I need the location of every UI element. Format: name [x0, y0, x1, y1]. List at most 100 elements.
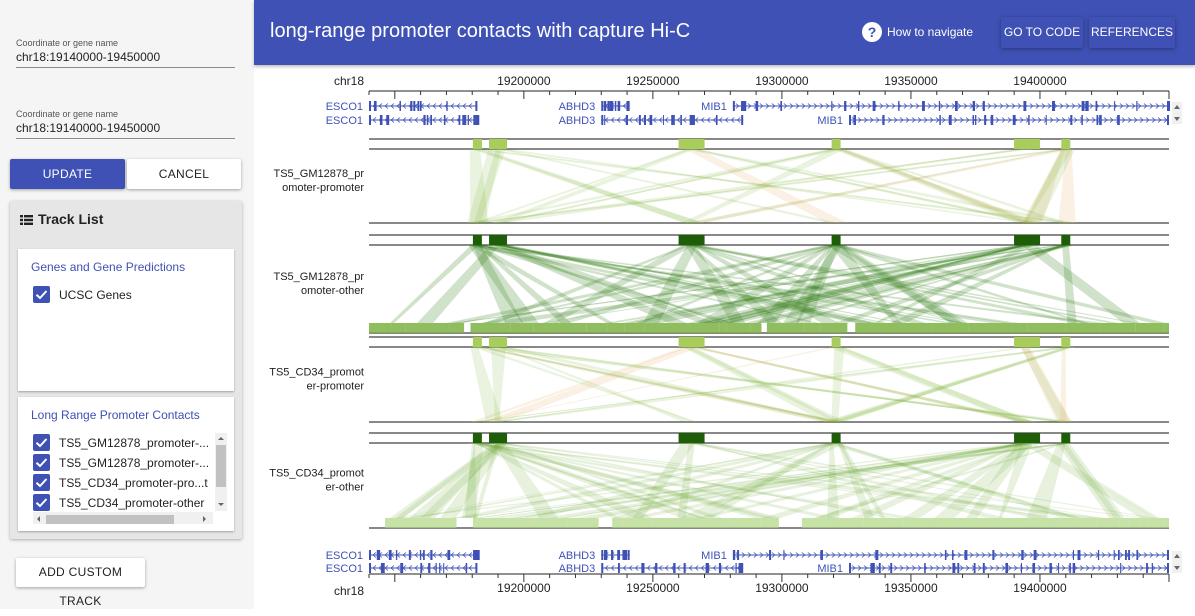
- contact-link: [835, 149, 1042, 223]
- gene-strand-arrow: [1001, 565, 1006, 571]
- contact-link: [467, 149, 1077, 223]
- contact-link: [784, 245, 1070, 323]
- gene-exon: [1095, 101, 1098, 111]
- coordinate-search-input[interactable]: [16, 48, 235, 67]
- contact-link: [687, 443, 1051, 518]
- scrollbar-track: [1172, 102, 1182, 124]
- other-anchor: [890, 518, 904, 528]
- genome-browser[interactable]: chr18 19200000 19250000 19300000 19350000 194…: [254, 65, 1195, 609]
- top-gene-track: ESCO1 ABHD3 MIB1 ESCO1 ABHD3 MIB1: [326, 101, 1171, 127]
- gene-strand-arrow: [929, 565, 934, 571]
- contact-link: [473, 443, 654, 518]
- gene-strand-arrow: [1005, 103, 1010, 109]
- help-icon[interactable]: ?: [861, 21, 883, 43]
- gene-exon: [475, 101, 478, 111]
- gene-exon: [400, 563, 404, 573]
- checkbox-checked-icon[interactable]: [33, 286, 50, 303]
- axis-tick-label: 19400000: [1013, 74, 1067, 88]
- contact-link: [409, 443, 508, 518]
- cancel-button[interactable]: CANCEL: [127, 159, 241, 189]
- track-toggle-cd34-po[interactable]: TS5_CD34_promoter-other: [33, 493, 213, 513]
- coordinate-search-field[interactable]: Coordinate or gene name: [16, 38, 235, 68]
- gene-strand-arrow: [438, 117, 443, 123]
- gene-strand-arrow: [909, 103, 914, 109]
- gene-exon: [476, 115, 480, 125]
- go-to-code-button[interactable]: GO TO CODE: [1001, 17, 1083, 48]
- gene-strand-arrow: [939, 103, 944, 109]
- other-anchor: [1045, 323, 1066, 333]
- track-toggle-cd34-pp[interactable]: TS5_CD34_promoter-pro...t: [33, 473, 213, 493]
- contact-link: [829, 245, 902, 323]
- contact-link: [642, 245, 698, 323]
- gene-strand-arrow: [1131, 552, 1136, 558]
- genes-group-title: Genes and Gene Predictions: [31, 260, 186, 274]
- checkbox-checked-icon[interactable]: [33, 454, 50, 471]
- gene-strand-arrow: [1077, 103, 1082, 109]
- axis-tick-label: 19200000: [497, 581, 551, 595]
- other-anchor: [903, 518, 932, 528]
- gene-strand-arrow: [855, 552, 860, 558]
- track-toggle-label: TS5_CD34_promoter-pro...t: [59, 476, 208, 490]
- gene-strand-arrow: [1047, 552, 1052, 558]
- coordinate-search-input-2[interactable]: [16, 119, 235, 138]
- contact-link: [475, 443, 839, 518]
- gene-strand-arrow: [1047, 103, 1052, 109]
- contact-link: [690, 245, 1090, 323]
- how-to-navigate-link[interactable]: How to navigate: [887, 25, 974, 39]
- contact-link: [816, 443, 1030, 518]
- gene-strand-arrow: [929, 117, 934, 123]
- vertical-scrollbar[interactable]: [215, 433, 227, 511]
- contact-link: [472, 245, 524, 323]
- track-toggle-gm12878-pp[interactable]: TS5_GM12878_promoter-...: [33, 433, 213, 453]
- gene-strand-arrow: [730, 117, 735, 123]
- contact-link: [687, 245, 783, 323]
- contact-track: TS5_CD34_promot er-other: [269, 432, 1169, 529]
- gene-strand-arrow: [622, 103, 627, 109]
- contact-tracks: TS5_GM12878_pr omoter-promoter TS5_GM12878…: [269, 138, 1169, 529]
- coordinate-search-field-2[interactable]: Coordinate or gene name: [16, 109, 235, 139]
- gene-exon: [604, 115, 606, 125]
- horizontal-scrollbar[interactable]: [33, 512, 213, 524]
- gene-strand-arrow: [999, 103, 1004, 109]
- gene-exon: [413, 101, 416, 111]
- gene-strand-arrow: [444, 565, 449, 571]
- gene-exon: [467, 115, 469, 125]
- other-anchor: [968, 323, 1013, 333]
- gene-exon: [849, 115, 851, 125]
- gene-exon: [743, 101, 747, 111]
- bottom-gene-scrollbar[interactable]: [1172, 551, 1182, 573]
- checkbox-checked-icon[interactable]: [33, 494, 50, 511]
- references-button[interactable]: REFERENCES: [1089, 17, 1175, 48]
- contact-link: [604, 245, 1077, 323]
- checkbox-checked-icon[interactable]: [33, 434, 50, 451]
- gene-strand-arrow: [462, 103, 467, 109]
- gene-track-scrollbars[interactable]: [1172, 102, 1182, 573]
- update-button[interactable]: UPDATE: [10, 159, 125, 189]
- track-toggle-ucsc-genes[interactable]: UCSC Genes: [33, 285, 223, 305]
- gene-strand-arrow: [718, 117, 723, 123]
- gene-strand-arrow: [1007, 117, 1012, 123]
- gene-strand-arrow: [1143, 552, 1148, 558]
- gene-exon: [378, 550, 381, 560]
- gene-exon: [1136, 101, 1138, 111]
- contact-link: [495, 347, 840, 422]
- gene-strand-arrow: [378, 103, 383, 109]
- contact-link: [685, 149, 1039, 223]
- contact-link: [851, 443, 1026, 518]
- gene-strand-arrow: [795, 103, 800, 109]
- contact-link: [1058, 149, 1076, 223]
- track-toggle-gm12878-po[interactable]: TS5_GM12878_promoter-...: [33, 453, 213, 473]
- gene-strand-arrow: [735, 103, 740, 109]
- gene-exon: [369, 101, 371, 111]
- other-anchor: [836, 518, 864, 528]
- other-anchor: [572, 323, 587, 333]
- top-gene-scrollbar[interactable]: [1172, 102, 1182, 124]
- gene-strand-arrow: [426, 103, 431, 109]
- promoter-anchor: [678, 433, 705, 443]
- contact-link: [486, 443, 1078, 518]
- gene-exon: [972, 115, 975, 125]
- checkbox-checked-icon[interactable]: [33, 474, 50, 491]
- contact-link: [690, 149, 1038, 223]
- gene-exon: [1049, 563, 1052, 573]
- add-custom-track-button[interactable]: ADD CUSTOM TRACK: [16, 558, 145, 608]
